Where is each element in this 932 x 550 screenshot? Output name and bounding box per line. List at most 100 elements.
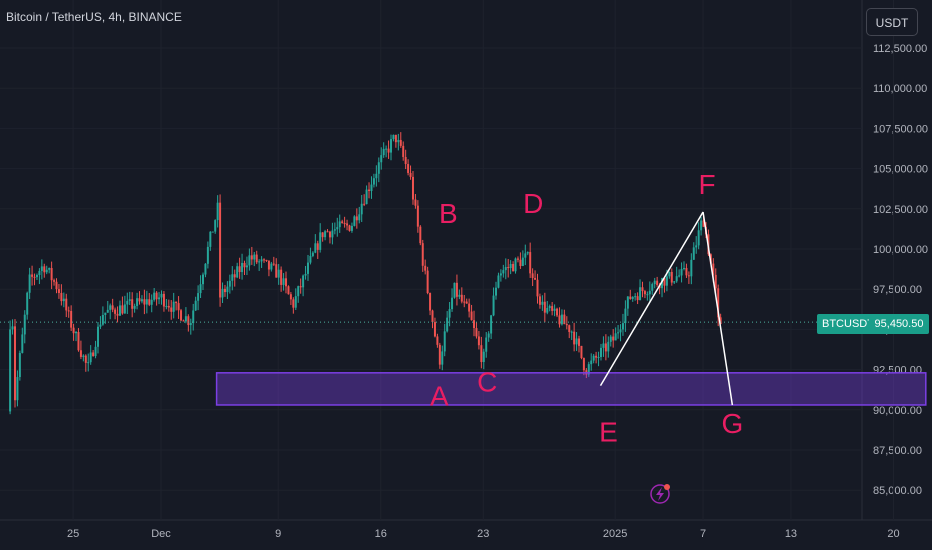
candle-body [419, 226, 422, 244]
candle-body [304, 273, 307, 276]
candle-body [355, 216, 358, 221]
candle-body [429, 293, 432, 311]
candle-body [238, 266, 241, 273]
candle-body [353, 216, 356, 226]
currency-button[interactable]: USDT [866, 8, 918, 36]
pattern-point-label: E [599, 417, 618, 448]
candle-body [128, 299, 131, 301]
candle-body [426, 270, 429, 294]
candle-body [40, 266, 43, 271]
candle-body [717, 288, 720, 318]
candle-body [199, 284, 202, 294]
candle-body [392, 134, 395, 140]
pattern-point-label: A [430, 381, 449, 412]
candle-body [184, 316, 187, 322]
candle-body [465, 301, 468, 304]
projection-line-fg[interactable] [702, 211, 734, 406]
candle-body [565, 324, 568, 326]
y-tick-label: 112,500.00 [873, 43, 927, 55]
candle-body [639, 287, 642, 301]
candle-body [9, 329, 12, 412]
candle-body [553, 308, 556, 311]
candle-body [219, 202, 222, 298]
candle-body [690, 259, 693, 277]
candle-body [702, 220, 705, 227]
candle-body [407, 164, 410, 173]
candle-body [272, 263, 275, 265]
candle-body [55, 281, 58, 290]
candle-body [131, 299, 134, 309]
projection-line-ef[interactable] [599, 211, 704, 387]
candle-body [114, 309, 117, 314]
candle-body [233, 274, 236, 278]
candle-body [236, 266, 239, 278]
candle-body [226, 286, 229, 293]
candle-body [516, 258, 519, 260]
candle-body [126, 300, 129, 305]
pattern-point-label: G [721, 408, 743, 439]
candle-body [160, 293, 163, 298]
candle-body [697, 230, 700, 246]
candle-body [560, 314, 563, 325]
candle-body [150, 299, 153, 305]
candle-body [311, 252, 314, 256]
candle-body [23, 314, 26, 335]
candle-body [26, 292, 29, 315]
candle-body [87, 362, 90, 364]
candle-body [84, 355, 87, 363]
x-tick-label: 9 [275, 528, 281, 540]
candle-body [45, 269, 48, 273]
candle-body [11, 326, 14, 330]
candle-body [336, 227, 339, 230]
candle-body [685, 267, 688, 276]
candle-body [477, 336, 480, 346]
candle-body [138, 298, 141, 302]
y-tick-label: 102,500.00 [873, 204, 928, 216]
candle-body [670, 271, 673, 283]
candle-body [480, 345, 483, 363]
candle-body [231, 274, 234, 281]
candle-body [275, 264, 278, 278]
y-tick-label: 90,000.00 [873, 405, 922, 417]
candle-body [57, 289, 60, 293]
flash-icon[interactable] [650, 484, 670, 504]
candle-body [333, 229, 336, 231]
candle-body [563, 314, 566, 325]
candle-body [521, 257, 524, 266]
candle-body [526, 252, 529, 254]
candle-body [673, 281, 676, 283]
candle-body [350, 225, 353, 231]
candle-body [409, 172, 412, 177]
candle-body [253, 254, 256, 260]
support-zone-box[interactable] [215, 372, 927, 406]
candle-body [592, 355, 595, 361]
candle-body [299, 286, 302, 288]
candle-body [387, 148, 390, 153]
candle-body [609, 336, 612, 342]
candle-body [265, 259, 268, 261]
candle-body [695, 245, 698, 248]
candle-body [31, 274, 34, 277]
candle-body [700, 220, 703, 231]
candle-body [438, 344, 441, 365]
candle-body [182, 320, 185, 322]
candle-body [629, 296, 632, 299]
candle-body [258, 261, 261, 263]
notification-dot [664, 484, 670, 490]
candle-body [458, 294, 461, 297]
candle-body [455, 282, 458, 297]
candle-body [94, 346, 97, 357]
candle-body [580, 345, 583, 359]
candle-body [541, 301, 544, 305]
y-tick-label: 110,000.00 [873, 83, 927, 95]
candle-body [451, 297, 454, 310]
candle-body [614, 333, 617, 341]
candle-body [443, 331, 446, 352]
candle-body [187, 316, 190, 326]
candle-body [321, 232, 324, 238]
y-tick-label: 105,000.00 [873, 164, 928, 176]
candle-body [494, 287, 497, 296]
candle-body [487, 333, 490, 338]
